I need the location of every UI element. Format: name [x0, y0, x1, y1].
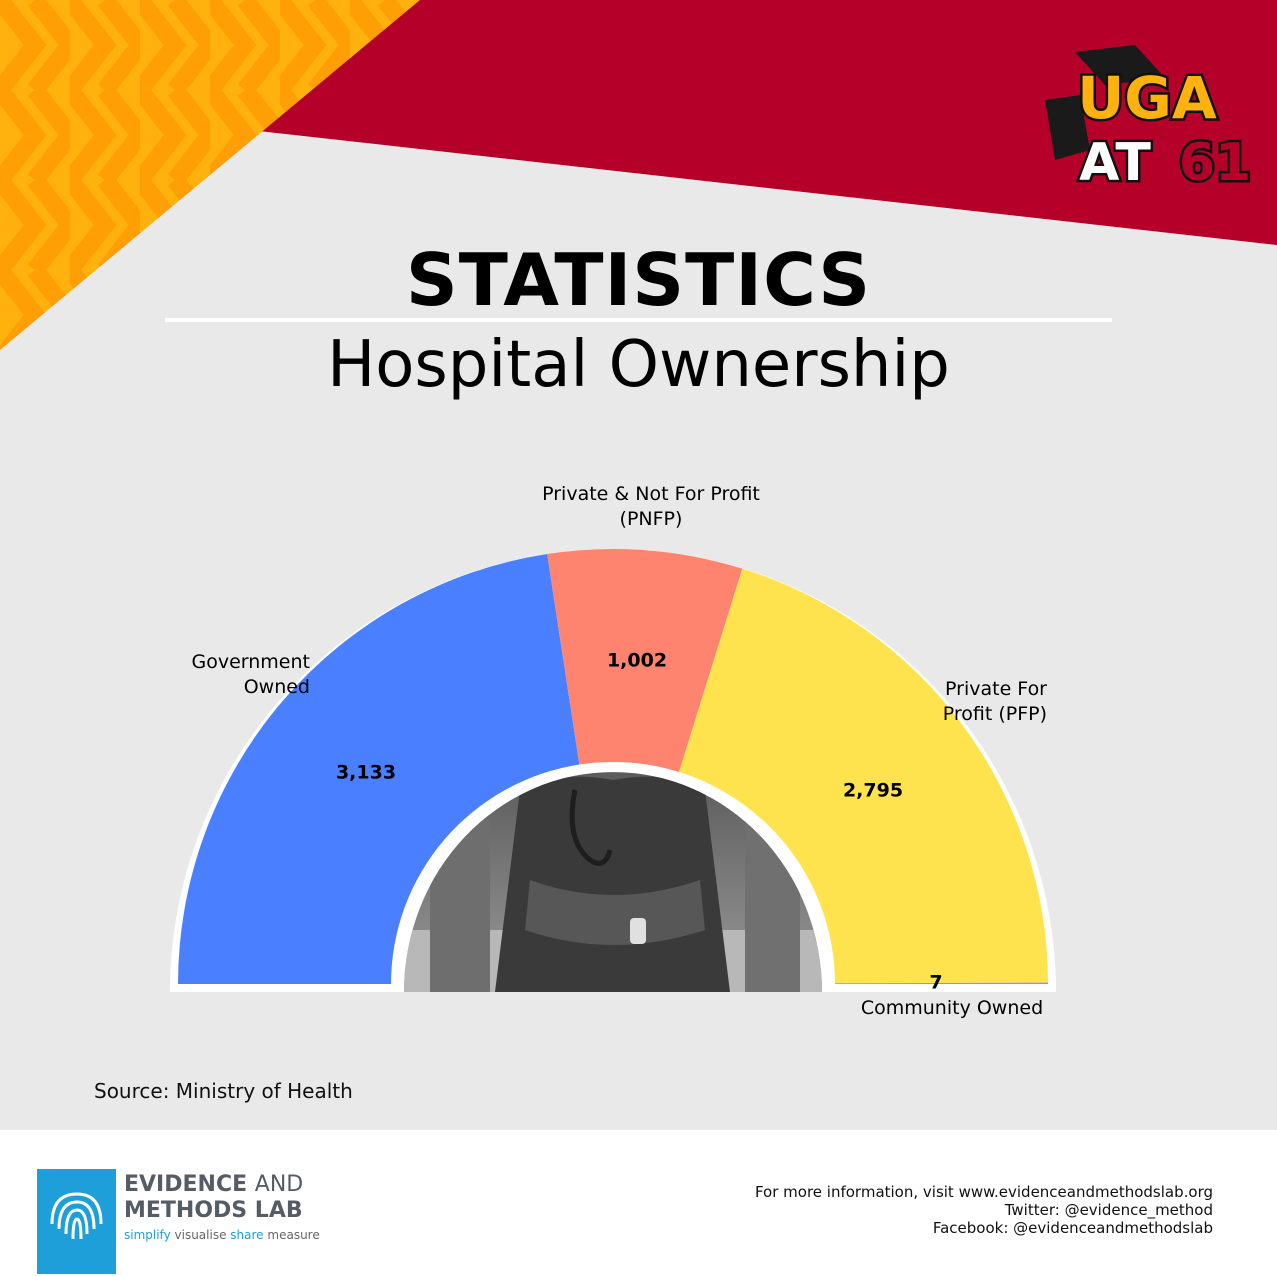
footer	[0, 1130, 1277, 1276]
source-note: Source: Ministry of Health	[94, 1079, 353, 1103]
chart-slices	[178, 549, 1048, 984]
org-name-bold: EVIDENCE	[124, 1172, 248, 1197]
org-name-and: AND	[254, 1172, 304, 1197]
page-subtitle: Hospital Ownership	[327, 328, 950, 402]
value-label-0: 3,133	[336, 762, 396, 784]
chart-labels: 3,133 Government Owned 1,002 Private & Not F…	[192, 483, 1048, 1019]
category-label-2: Private For Profit (PFP)	[943, 678, 1047, 725]
tagline-share: share	[230, 1228, 264, 1242]
page-title: STATISTICS	[405, 238, 872, 322]
value-label-3: 7	[929, 972, 942, 994]
contact-twitter: Twitter: @evidence_method	[1004, 1201, 1213, 1219]
org-name-line2: METHODS LAB	[124, 1198, 303, 1223]
category-label-1: Private & Not For Profit (PNFP)	[542, 483, 760, 530]
uga-at-61-logo: UGA AT 61	[1045, 45, 1254, 190]
contact-website: For more information, visit www.evidence…	[754, 1183, 1213, 1201]
contact-info: For more information, visit www.evidence…	[755, 1183, 1213, 1237]
evidence-lab-fingerprint-logo	[37, 1169, 116, 1274]
logo-text-61: 61	[1179, 133, 1251, 190]
tagline-visualise: visualise	[174, 1228, 227, 1242]
contact-facebook: Facebook: @evidenceandmethodslab	[932, 1219, 1213, 1237]
slice-3	[834, 982, 1048, 984]
value-label-1: 1,002	[607, 650, 667, 672]
evidence-lab-name: EVIDENCE AND METHODS LAB	[124, 1172, 303, 1224]
slice-0	[178, 554, 580, 984]
category-label-0: Government Owned	[192, 651, 311, 698]
org-tagline: simplify visualise share measure	[124, 1228, 320, 1242]
orange-zigzag-corner	[0, 0, 420, 350]
tagline-simplify: simplify	[124, 1228, 171, 1242]
fingerprint-icon	[50, 1192, 103, 1240]
category-label-3: Community Owned	[861, 997, 1043, 1019]
slice-2	[678, 568, 1048, 984]
slice-1	[547, 549, 743, 773]
value-label-2: 2,795	[843, 780, 903, 802]
logo-text-uga: UGA	[1077, 64, 1217, 132]
tagline-measure: measure	[267, 1228, 320, 1242]
logo-text-at: AT	[1079, 133, 1151, 190]
title-divider	[165, 318, 1112, 322]
